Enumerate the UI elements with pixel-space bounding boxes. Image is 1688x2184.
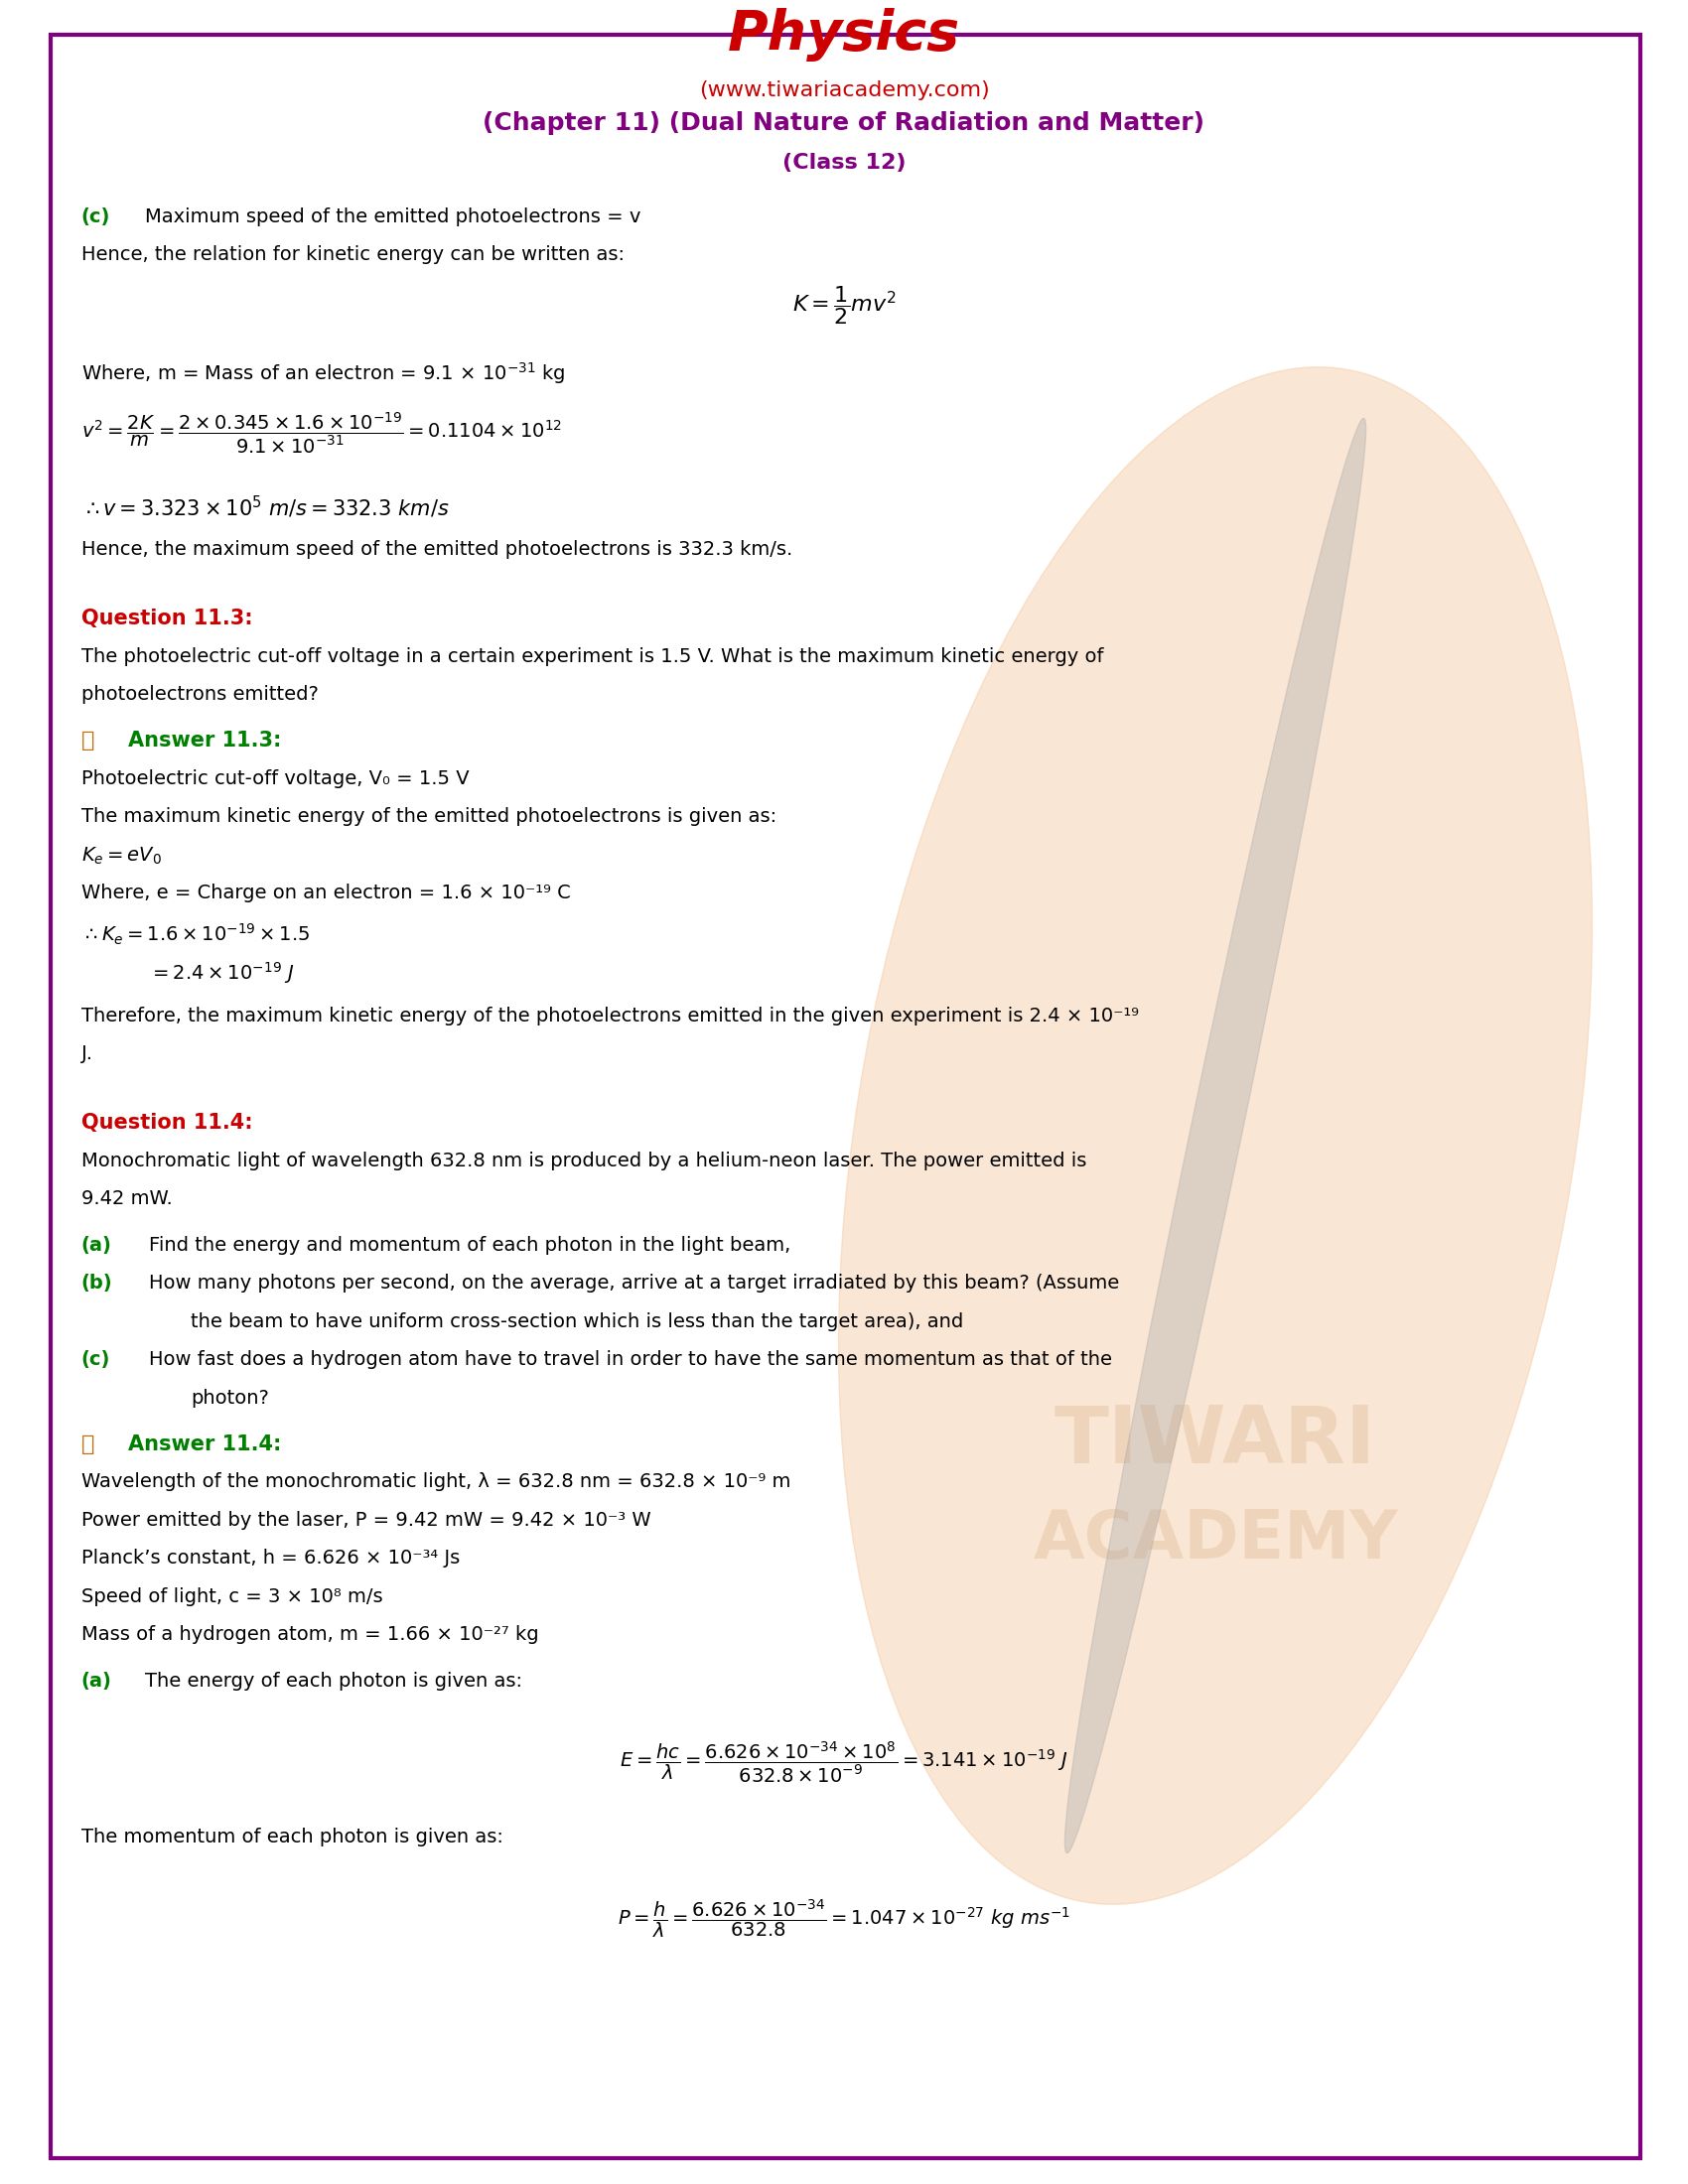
Text: photon?: photon? (191, 1389, 268, 1406)
Text: The energy of each photon is given as:: The energy of each photon is given as: (145, 1671, 523, 1690)
Text: Question 11.4:: Question 11.4: (81, 1114, 253, 1133)
Text: the beam to have uniform cross-section which is less than the target area), and: the beam to have uniform cross-section w… (191, 1313, 964, 1330)
Text: Hence, the maximum speed of the emitted photoelectrons is 332.3 km/s.: Hence, the maximum speed of the emitted … (81, 539, 792, 559)
Text: The momentum of each photon is given as:: The momentum of each photon is given as: (81, 1828, 503, 1848)
Text: (c): (c) (81, 1350, 110, 1369)
Text: 🖊: 🖊 (81, 732, 95, 751)
Text: Find the energy and momentum of each photon in the light beam,: Find the energy and momentum of each pho… (149, 1236, 790, 1254)
Text: Answer 11.4:: Answer 11.4: (128, 1435, 282, 1455)
Text: J.: J. (81, 1044, 93, 1064)
Ellipse shape (839, 367, 1592, 1904)
Text: (Class 12): (Class 12) (782, 153, 906, 173)
Text: $E = \dfrac{hc}{\lambda} = \dfrac{6.626 \times 10^{-34} \times 10^8}{632.8 \time: $E = \dfrac{hc}{\lambda} = \dfrac{6.626 … (619, 1741, 1069, 1784)
Ellipse shape (1065, 419, 1366, 1852)
Text: (www.tiwariacademy.com): (www.tiwariacademy.com) (699, 81, 989, 100)
Text: 9.42 mW.: 9.42 mW. (81, 1190, 172, 1208)
Text: $\therefore v = 3.323 \times 10^5\ m/s = 332.3\ km/s$: $\therefore v = 3.323 \times 10^5\ m/s =… (81, 494, 449, 520)
Text: (c): (c) (81, 207, 110, 227)
Text: (b): (b) (81, 1273, 113, 1293)
Text: Monochromatic light of wavelength 632.8 nm is produced by a helium-neon laser. T: Monochromatic light of wavelength 632.8 … (81, 1151, 1087, 1171)
Text: $K = \dfrac{1}{2}mv^2$: $K = \dfrac{1}{2}mv^2$ (792, 284, 896, 328)
Text: $K_e = eV_0$: $K_e = eV_0$ (81, 845, 162, 867)
Text: TIWARI: TIWARI (1055, 1402, 1376, 1481)
Text: Question 11.3:: Question 11.3: (81, 609, 253, 629)
Text: $= 2.4 \times 10^{-19}\ J$: $= 2.4 \times 10^{-19}\ J$ (149, 961, 294, 987)
Text: Speed of light, c = 3 × 10⁸ m/s: Speed of light, c = 3 × 10⁸ m/s (81, 1588, 383, 1605)
Text: Power emitted by the laser, P = 9.42 mW = 9.42 × 10⁻³ W: Power emitted by the laser, P = 9.42 mW … (81, 1511, 650, 1529)
Text: The maximum kinetic energy of the emitted photoelectrons is given as:: The maximum kinetic energy of the emitte… (81, 808, 776, 826)
Text: 🖊: 🖊 (81, 1435, 95, 1455)
Text: ACADEMY: ACADEMY (1033, 1507, 1398, 1572)
Text: Hence, the relation for kinetic energy can be written as:: Hence, the relation for kinetic energy c… (81, 245, 625, 264)
Text: Therefore, the maximum kinetic energy of the photoelectrons emitted in the given: Therefore, the maximum kinetic energy of… (81, 1007, 1138, 1024)
Text: Physics: Physics (728, 7, 960, 61)
Text: Where, m = Mass of an electron = 9.1 × 10$^{-31}$ kg: Where, m = Mass of an electron = 9.1 × 1… (81, 360, 565, 387)
Text: (a): (a) (81, 1236, 111, 1254)
Text: The photoelectric cut-off voltage in a certain experiment is 1.5 V. What is the : The photoelectric cut-off voltage in a c… (81, 646, 1104, 666)
Text: (a): (a) (81, 1671, 111, 1690)
Text: $v^2 = \dfrac{2K}{m} = \dfrac{2 \times 0.345 \times 1.6 \times 10^{-19}}{9.1 \ti: $v^2 = \dfrac{2K}{m} = \dfrac{2 \times 0… (81, 411, 562, 454)
Text: How fast does a hydrogen atom have to travel in order to have the same momentum : How fast does a hydrogen atom have to tr… (149, 1350, 1112, 1369)
Text: $P = \dfrac{h}{\lambda} = \dfrac{6.626 \times 10^{-34}}{632.8} = 1.047 \times 10: $P = \dfrac{h}{\lambda} = \dfrac{6.626 \… (618, 1896, 1070, 1939)
Text: Where, e = Charge on an electron = 1.6 × 10⁻¹⁹ C: Where, e = Charge on an electron = 1.6 ×… (81, 885, 571, 902)
Text: photoelectrons emitted?: photoelectrons emitted? (81, 686, 319, 703)
Text: Photoelectric cut-off voltage, V₀ = 1.5 V: Photoelectric cut-off voltage, V₀ = 1.5 … (81, 769, 469, 788)
FancyBboxPatch shape (51, 35, 1641, 2158)
Text: Maximum speed of the emitted photoelectrons = v: Maximum speed of the emitted photoelectr… (145, 207, 641, 227)
Text: Wavelength of the monochromatic light, λ = 632.8 nm = 632.8 × 10⁻⁹ m: Wavelength of the monochromatic light, λ… (81, 1472, 790, 1492)
Text: $\therefore K_e = 1.6 \times 10^{-19} \times 1.5$: $\therefore K_e = 1.6 \times 10^{-19} \t… (81, 922, 309, 948)
Text: Planck’s constant, h = 6.626 × 10⁻³⁴ Js: Planck’s constant, h = 6.626 × 10⁻³⁴ Js (81, 1548, 459, 1568)
Text: Mass of a hydrogen atom, m = 1.66 × 10⁻²⁷ kg: Mass of a hydrogen atom, m = 1.66 × 10⁻²… (81, 1625, 538, 1645)
Text: How many photons per second, on the average, arrive at a target irradiated by th: How many photons per second, on the aver… (149, 1273, 1119, 1293)
Text: Answer 11.3:: Answer 11.3: (128, 732, 282, 751)
Text: (Chapter 11) (Dual Nature of Radiation and Matter): (Chapter 11) (Dual Nature of Radiation a… (483, 111, 1205, 135)
